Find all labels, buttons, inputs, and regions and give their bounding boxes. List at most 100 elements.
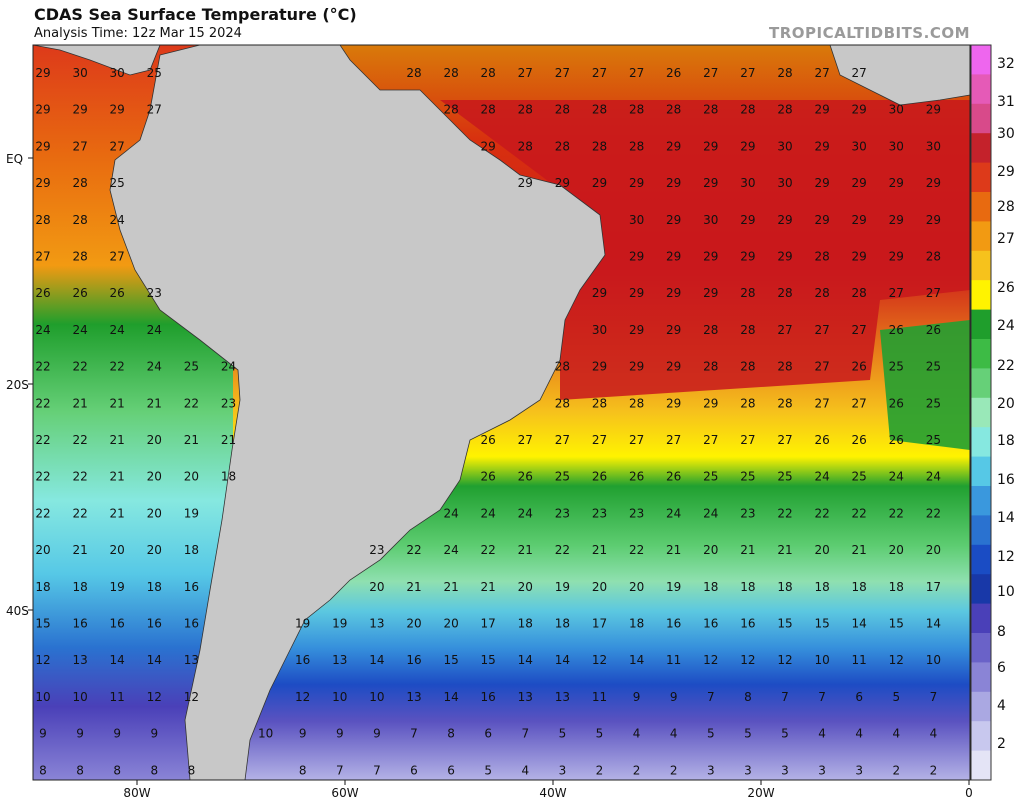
sst-value: 5: [559, 727, 567, 741]
sst-value: 7: [930, 690, 938, 704]
colorbar-label: 20: [997, 396, 1015, 412]
sst-value: 22: [35, 360, 50, 374]
sst-value: 30: [703, 213, 718, 227]
sst-value: 21: [740, 543, 755, 557]
sst-value: 2: [633, 763, 641, 777]
sst-value: 28: [555, 396, 570, 410]
sst-value: 23: [555, 506, 570, 520]
sst-value: 22: [777, 506, 792, 520]
colorbar-segment: [971, 397, 991, 428]
sst-value: 11: [666, 653, 681, 667]
sst-value: 23: [147, 286, 162, 300]
sst-value: 28: [926, 250, 941, 264]
sst-value: 13: [369, 617, 384, 631]
sst-value: 12: [184, 690, 199, 704]
sst-value: 29: [740, 250, 755, 264]
axis-ticks: [28, 44, 971, 785]
sst-value: 28: [518, 103, 533, 117]
sst-value: 30: [889, 103, 904, 117]
sst-value: 16: [72, 617, 87, 631]
colorbar-segment: [971, 280, 991, 311]
sst-value: 13: [184, 653, 199, 667]
sst-value: 14: [852, 617, 867, 631]
lon-label-80w: 80W: [123, 786, 151, 800]
sst-value: 21: [110, 506, 125, 520]
sst-value: 18: [35, 580, 50, 594]
sst-value: 27: [518, 433, 533, 447]
sst-value: 29: [666, 139, 681, 153]
sst-value: 29: [814, 176, 829, 190]
sst-value: 28: [629, 103, 644, 117]
sst-value: 29: [926, 103, 941, 117]
sst-value: 21: [592, 543, 607, 557]
sst-value: 27: [777, 433, 792, 447]
sst-value: 27: [852, 66, 867, 80]
sst-value: 27: [740, 66, 755, 80]
sst-value: 25: [147, 66, 162, 80]
sst-value: 26: [926, 323, 941, 337]
sst-value: 6: [410, 763, 418, 777]
sst-value: 26: [889, 433, 904, 447]
sst-value: 29: [555, 176, 570, 190]
colorbar-label: 22: [997, 358, 1015, 374]
sst-value: 22: [35, 396, 50, 410]
sst-value: 18: [221, 470, 236, 484]
sst-value: 29: [740, 213, 755, 227]
sst-value: 29: [777, 250, 792, 264]
colorbar-segment: [971, 515, 991, 546]
sst-value: 28: [814, 286, 829, 300]
sst-value: 29: [666, 176, 681, 190]
sst-value: 26: [629, 470, 644, 484]
brand-watermark: TROPICALTIDBITS.COM: [769, 24, 970, 42]
sst-value: 21: [221, 433, 236, 447]
sst-value: 22: [814, 506, 829, 520]
colorbar-segment: [971, 45, 991, 75]
sst-value: 26: [814, 433, 829, 447]
sst-value: 28: [592, 396, 607, 410]
sst-value: 20: [369, 580, 384, 594]
sst-value: 24: [221, 360, 236, 374]
colorbar-label: 28: [997, 199, 1015, 215]
colorbar-label: 8: [997, 624, 1006, 640]
colorbar-label: 26: [997, 280, 1015, 296]
sst-value: 13: [332, 653, 347, 667]
sst-value: 29: [889, 176, 904, 190]
sst-value: 29: [814, 139, 829, 153]
sst-value: 22: [889, 506, 904, 520]
analysis-time: Analysis Time: 12z Mar 15 2024: [34, 26, 242, 41]
sst-value: 23: [221, 396, 236, 410]
sst-value: 12: [147, 690, 162, 704]
sst-value: 28: [777, 360, 792, 374]
sst-value: 13: [518, 690, 533, 704]
sst-value: 20: [518, 580, 533, 594]
sst-value: 4: [521, 763, 529, 777]
sst-value: 28: [481, 66, 496, 80]
sst-value: 8: [113, 763, 121, 777]
sst-value: 11: [852, 653, 867, 667]
sst-value: 11: [110, 690, 125, 704]
sst-value: 24: [703, 506, 718, 520]
sst-value: 15: [481, 653, 496, 667]
sst-value: 22: [72, 360, 87, 374]
sst-value: 9: [336, 727, 344, 741]
sst-value: 27: [555, 433, 570, 447]
sst-value: 21: [666, 543, 681, 557]
colorbar-segment: [971, 309, 991, 340]
sst-value: 25: [926, 360, 941, 374]
sst-value: 15: [777, 617, 792, 631]
sst-value: 20: [889, 543, 904, 557]
sst-value: 15: [443, 653, 458, 667]
sst-value: 13: [555, 690, 570, 704]
sst-value: 20: [147, 433, 162, 447]
sst-value: 22: [35, 470, 50, 484]
sst-value: 22: [629, 543, 644, 557]
sst-value: 27: [889, 286, 904, 300]
sst-value: 29: [703, 286, 718, 300]
sst-value: 30: [926, 139, 941, 153]
sst-value: 20: [110, 543, 125, 557]
sst-value: 7: [373, 763, 381, 777]
sst-value: 10: [332, 690, 347, 704]
sst-value: 4: [670, 727, 678, 741]
colorbar-segment: [971, 691, 991, 722]
sst-value: 29: [35, 66, 50, 80]
